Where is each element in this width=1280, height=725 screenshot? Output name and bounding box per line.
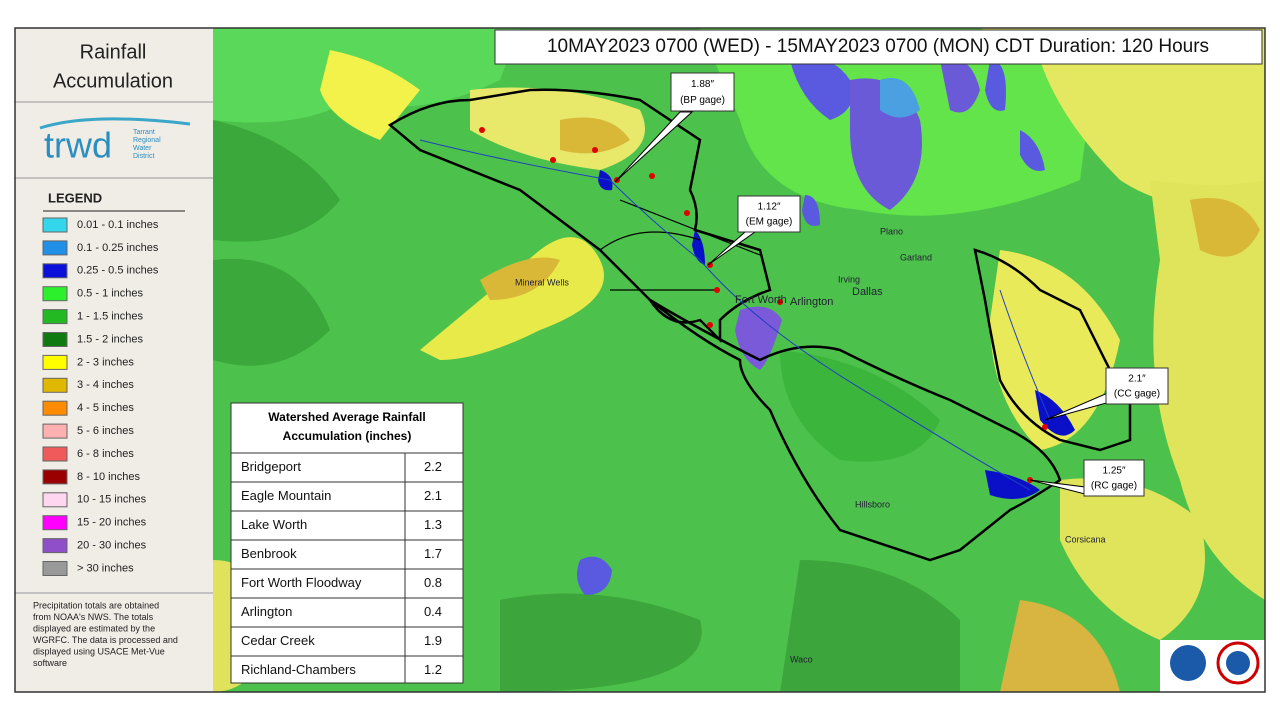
callout-box bbox=[737, 195, 801, 233]
legend-label: 0.01 - 0.1 inches bbox=[77, 219, 159, 231]
logo-org: Regional bbox=[133, 137, 161, 144]
footnote: from NOAA's NWS. The totals bbox=[33, 612, 154, 622]
row-value: 0.4 bbox=[424, 604, 442, 619]
legend-swatch bbox=[42, 446, 68, 462]
logo-word: trwd bbox=[44, 125, 112, 166]
legend-label: 2 - 3 inches bbox=[77, 356, 134, 368]
legend-swatch bbox=[42, 538, 68, 554]
legend-label: 10 - 15 inches bbox=[77, 494, 147, 506]
legend-label: > 30 inches bbox=[77, 562, 134, 574]
header-box bbox=[494, 29, 1263, 65]
row-value: 1.3 bbox=[424, 517, 442, 532]
row-name: Eagle Mountain bbox=[241, 488, 331, 503]
legend-swatch bbox=[42, 309, 68, 325]
legend-label: 5 - 6 inches bbox=[77, 425, 134, 437]
legend-swatch bbox=[42, 400, 68, 416]
legend-swatch bbox=[42, 561, 68, 576]
map-label: Hillsboro bbox=[855, 499, 890, 509]
legend-label: 1.5 - 2 inches bbox=[77, 333, 144, 345]
panel-title: Rainfall bbox=[80, 41, 147, 63]
map-label: Fort Worth bbox=[735, 294, 787, 306]
legend-swatch bbox=[42, 354, 68, 370]
footnote: WGRFC. The data is processed and bbox=[33, 635, 178, 645]
callout-box bbox=[1083, 459, 1145, 497]
map-label: Corsicana bbox=[1065, 534, 1106, 544]
row-name: Richland-Chambers bbox=[241, 662, 356, 677]
legend-swatch bbox=[42, 263, 68, 279]
row-name: Arlington bbox=[241, 604, 292, 619]
legend-swatch bbox=[42, 217, 68, 233]
row-value: 2.1 bbox=[424, 488, 442, 503]
legend-swatch bbox=[42, 332, 68, 347]
footnote: displayed using USACE Met-Vue bbox=[33, 646, 165, 656]
map-label: Plano bbox=[880, 226, 903, 236]
header: 10MAY2023 0700 (WED) - 15MAY2023 0700 (M… bbox=[547, 36, 1209, 57]
row-value: 1.7 bbox=[424, 546, 442, 561]
legend-title: LEGEND bbox=[48, 190, 102, 205]
footnote: software bbox=[33, 658, 67, 668]
legend-label: 0.25 - 0.5 inches bbox=[77, 265, 159, 277]
callout-value: 1.12″ bbox=[757, 201, 780, 212]
footnote: Precipitation totals are obtained bbox=[33, 600, 159, 610]
legend-label: 8 - 10 inches bbox=[77, 471, 140, 483]
callout-gage: (RC gage) bbox=[1091, 481, 1137, 492]
legend-label: 0.5 - 1 inches bbox=[77, 288, 144, 300]
legend-swatch bbox=[42, 286, 68, 302]
logo-org: Water bbox=[133, 145, 152, 152]
legend-label: 4 - 5 inches bbox=[77, 402, 134, 414]
legend-label: 15 - 20 inches bbox=[77, 517, 147, 529]
panel-title: Accumulation bbox=[53, 70, 173, 92]
noaa-logo bbox=[1170, 645, 1206, 681]
map-label: Mineral Wells bbox=[515, 277, 569, 287]
row-value: 1.2 bbox=[424, 662, 442, 677]
callout-value: 1.88″ bbox=[691, 79, 714, 90]
legend-swatch bbox=[42, 377, 68, 393]
table-title: Watershed Average Rainfall bbox=[268, 410, 425, 424]
legend-label: 6 - 8 inches bbox=[77, 448, 134, 460]
logo-org: District bbox=[133, 153, 154, 160]
map-label: Arlington bbox=[790, 296, 833, 308]
legend-swatch bbox=[42, 423, 68, 439]
table-title: Accumulation (inches) bbox=[283, 429, 412, 443]
callout-box bbox=[1105, 367, 1169, 405]
map-label: Dallas bbox=[852, 286, 883, 298]
legend-label: 3 - 4 inches bbox=[77, 379, 134, 391]
legend-label: 20 - 30 inches bbox=[77, 540, 147, 552]
row-name: Bridgeport bbox=[241, 459, 301, 474]
row-name: Benbrook bbox=[241, 546, 297, 561]
callout-gage: (BP gage) bbox=[680, 95, 725, 106]
footnote: displayed are estimated by the bbox=[33, 623, 155, 633]
row-value: 2.2 bbox=[424, 459, 442, 474]
map-label: Garland bbox=[900, 252, 932, 262]
legend-swatch bbox=[42, 492, 68, 508]
callout-gage: (CC gage) bbox=[1114, 389, 1160, 400]
callout-value: 1.25″ bbox=[1102, 465, 1125, 476]
legend-label: 0.1 - 0.25 inches bbox=[77, 242, 159, 254]
callout-value: 2.1″ bbox=[1128, 373, 1146, 384]
legend-swatch bbox=[42, 469, 68, 485]
callout-box bbox=[670, 72, 735, 112]
legend-label: 1 - 1.5 inches bbox=[77, 311, 144, 323]
legend-swatch bbox=[42, 240, 68, 256]
row-name: Fort Worth Floodway bbox=[241, 575, 362, 590]
logo-org: Tarrant bbox=[133, 129, 155, 136]
row-name: Lake Worth bbox=[241, 517, 307, 532]
table bbox=[230, 402, 464, 684]
map-label: Irving bbox=[838, 274, 860, 284]
row-name: Cedar Creek bbox=[241, 633, 315, 648]
legend-swatch bbox=[42, 515, 68, 531]
map-label: Waco bbox=[790, 654, 813, 664]
callout-gage: (EM gage) bbox=[746, 217, 793, 228]
row-value: 0.8 bbox=[424, 575, 442, 590]
row-value: 1.9 bbox=[424, 633, 442, 648]
